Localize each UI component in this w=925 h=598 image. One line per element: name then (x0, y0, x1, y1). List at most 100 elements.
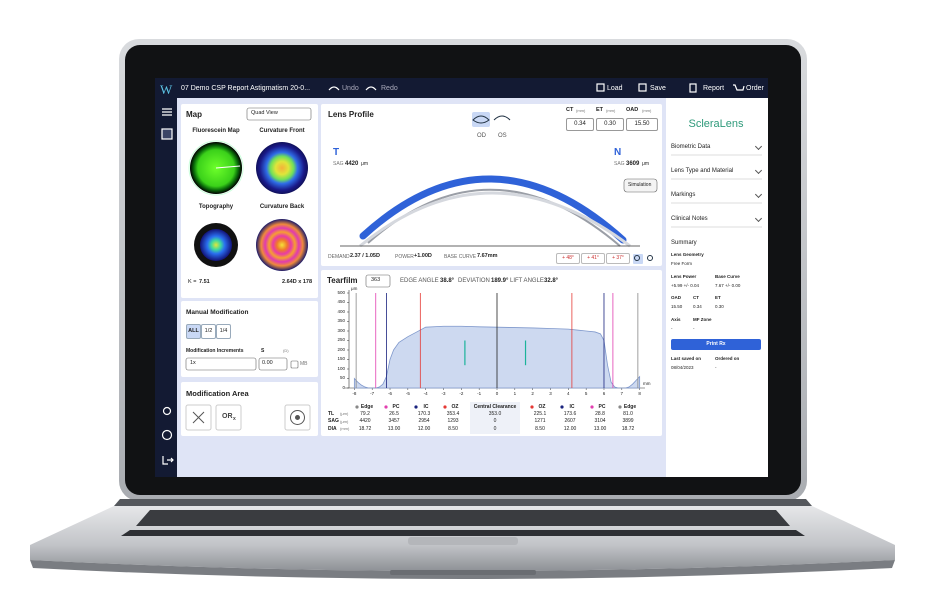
field-label: ET (715, 295, 721, 300)
y-tick-label: 300 (337, 327, 345, 333)
y-tick-label: 0 (342, 384, 345, 390)
field-value: 0.34 (693, 304, 702, 309)
y-tick-label: 350 (337, 318, 345, 323)
x-unit: mm (643, 381, 651, 386)
field-label: OAD (671, 295, 681, 300)
table-cell: 0 (493, 418, 497, 424)
y-tick-label: 200 (337, 346, 345, 352)
table-cell: 81.0 (623, 410, 633, 417)
table-cell: 3104 (594, 418, 606, 424)
table-cell: 26.5 (389, 410, 399, 417)
edge-angle: 38.8° (440, 278, 455, 284)
param-value[interactable]: 15.50 (626, 118, 658, 131)
view-select[interactable]: Quad View (251, 110, 278, 116)
column-header: PC (392, 403, 400, 410)
or-subscript: x (233, 416, 236, 422)
column-header: Edge (623, 403, 637, 410)
zone-button[interactable]: 1/4 (216, 324, 231, 339)
field-value: Free Form (671, 261, 693, 266)
edge-angle-label: EDGE ANGLE (400, 278, 439, 284)
map-label: Curvature Front (259, 128, 305, 134)
zone-button[interactable]: ALL (186, 324, 201, 339)
eye-os[interactable]: OS (498, 133, 507, 139)
eye-od[interactable]: OD (477, 133, 486, 139)
table-cell: 353.4 (446, 410, 460, 417)
summary-title[interactable]: Summary (671, 240, 697, 246)
x-tick-label: -6 (387, 391, 393, 396)
sag-value: 4420 (345, 161, 359, 167)
param-name: CT (566, 107, 574, 113)
lift-angle: 32.8° (544, 278, 559, 284)
param-name: ET (596, 107, 604, 113)
or-icon: OR (222, 413, 233, 420)
field-value: +5.99 +/- 0.04 (671, 283, 700, 288)
param-value[interactable]: 0.34 (566, 118, 594, 131)
report-button[interactable]: Report (703, 85, 725, 92)
table-cell: 3899 (622, 418, 634, 424)
increments-label: Modification Increments (186, 348, 244, 354)
field-label: CT (693, 295, 699, 300)
map-label: Topography (198, 204, 234, 210)
simulation-button[interactable]: Simulation (628, 182, 652, 188)
redo-button[interactable]: Redo (381, 85, 398, 92)
x-tick-label: -7 (370, 391, 375, 396)
column-header: OZ (538, 403, 546, 410)
accordion-section[interactable]: Lens Type and Material (671, 168, 734, 174)
field-label: Axis (671, 317, 681, 322)
field-value: - (671, 326, 673, 331)
table-cell: 18.72 (621, 425, 635, 432)
row-unit: (mm) (340, 426, 350, 431)
angle-chip[interactable]: + 48° (556, 253, 580, 264)
row-label: TL (328, 410, 335, 417)
save-button[interactable]: Save (650, 85, 666, 92)
section-title: Manual Modification (186, 309, 249, 316)
table-cell: 12.00 (563, 425, 577, 432)
map-label: Fluorescein Map (192, 128, 240, 134)
bc-label: BASE CURVE (444, 254, 477, 260)
lift-angle-label: LIFT ANGLE (510, 278, 544, 284)
table-cell: 13.00 (387, 425, 401, 432)
column-header: IC (423, 403, 429, 410)
field-label: MF Zone (693, 317, 712, 322)
table-cell: 173.6 (563, 410, 577, 417)
field-value: 7.67 +/- 0.00 (715, 283, 741, 288)
angle-chip[interactable]: + 37° (606, 253, 630, 264)
table-cell: 28.8 (595, 410, 605, 417)
undo-button[interactable]: Undo (342, 85, 359, 92)
table-cell: 2954 (418, 418, 430, 424)
x-tick-label: -1 (477, 391, 482, 396)
angle-chip[interactable]: + 41° (581, 253, 605, 264)
file-title: 07 Demo CSP Report Astigmatism 20-0... (181, 85, 311, 92)
table-cell: 0 (493, 425, 497, 432)
accordion-section[interactable]: Markings (671, 192, 696, 198)
param-value[interactable]: 0.30 (596, 118, 624, 131)
tearfilm-select[interactable]: 363 (371, 277, 381, 283)
table-cell: 170.3 (417, 410, 431, 417)
param-unit: (mm) (606, 108, 616, 113)
x-tick-label: 5 (584, 391, 588, 396)
nasal-letter: N (614, 147, 622, 158)
tearfilm-title: Tearfilm (327, 276, 358, 285)
brand-logo: ScleraLens (688, 118, 744, 130)
s-label: S (261, 348, 265, 354)
order-button[interactable]: Order (746, 85, 764, 92)
accordion-section[interactable]: Biometric Data (671, 144, 711, 150)
y-tick-label: 150 (337, 356, 345, 361)
lens-profile-title: Lens Profile (328, 110, 374, 119)
x-tick-label: 6 (602, 391, 606, 396)
s-input[interactable]: 0.00 (262, 360, 273, 366)
print-button[interactable]: Print Rx (706, 341, 726, 347)
field-label: Lens Geometry (671, 252, 704, 257)
column-header: IC (569, 403, 575, 410)
accordion-section[interactable]: Clinical Notes (671, 216, 708, 222)
load-button[interactable]: Load (607, 85, 623, 92)
x-tick-label: 3 (549, 391, 552, 396)
x-tick-label: -4 (423, 391, 428, 396)
row-unit: (μm) (340, 411, 349, 416)
x-tick-label: -8 (352, 391, 357, 396)
increment-select[interactable]: 1x (190, 360, 196, 366)
zone-button[interactable]: 1/2 (201, 324, 216, 339)
power-label: POWER (395, 254, 414, 260)
row-label: DIA (328, 425, 337, 432)
row-unit: (μm) (340, 418, 349, 424)
